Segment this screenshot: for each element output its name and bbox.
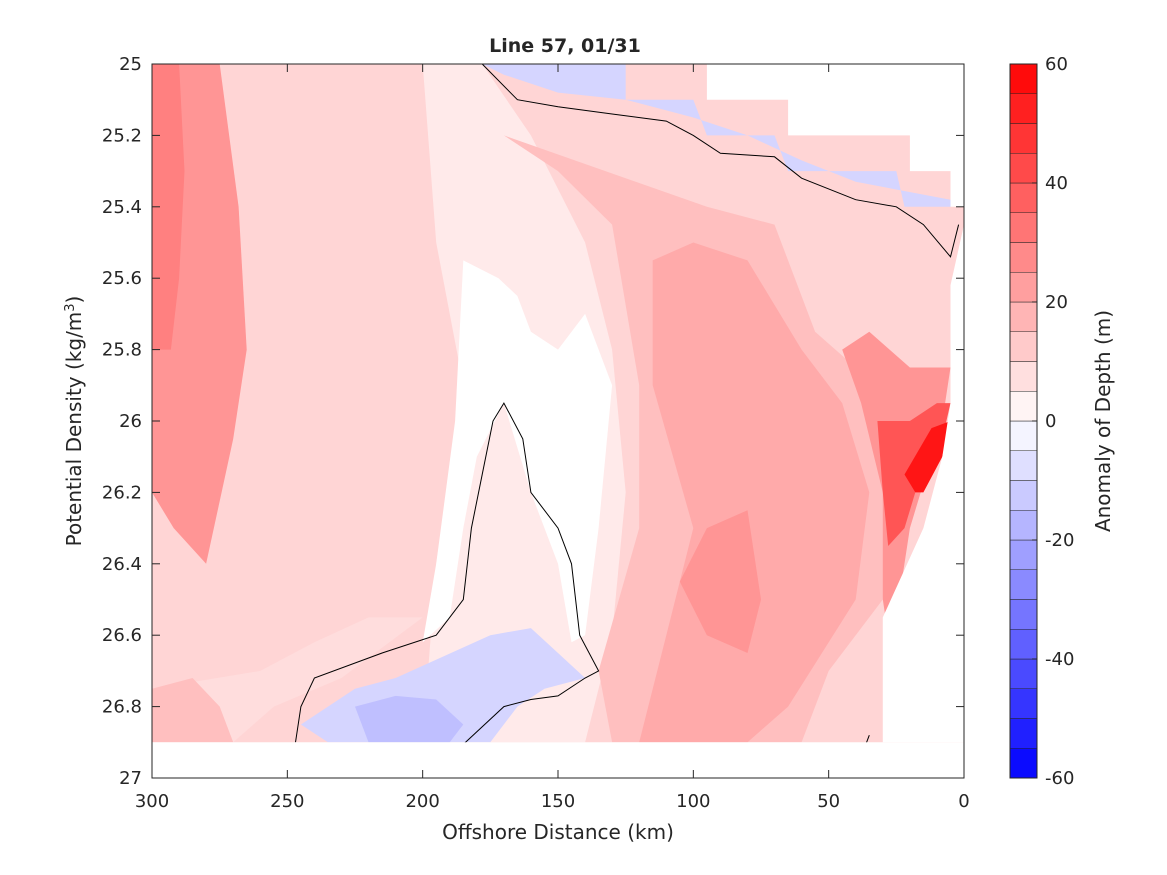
y-tick-label: 27 <box>119 768 142 789</box>
colorbar-bin <box>1009 599 1038 630</box>
nodata-right-edge-gap <box>882 224 964 743</box>
y-tick-label: 25.6 <box>102 268 142 289</box>
colorbar: 60 40 20 0 -20 -40 -60 Anomaly of Depth (m) <box>1009 54 1115 789</box>
y-tick-label: 25.8 <box>102 340 142 361</box>
x-tick-label: 100 <box>676 791 710 812</box>
colorbar-bin <box>1009 629 1038 660</box>
colorbar-bin <box>1009 123 1038 154</box>
colorbar-bin <box>1009 301 1038 332</box>
y-axis-ticks: 25 25.2 25.4 25.6 25.8 26 26.2 26.4 26.6 26.8 27 <box>102 54 964 789</box>
contour-region-neg-deep-core <box>355 695 464 743</box>
contour-region-west-deep-patch <box>152 678 234 743</box>
contour-region-neg-top-left <box>482 64 951 207</box>
y-axis-label: Potential Density (kg/m3) <box>62 296 86 547</box>
x-axis-ticks: 300 250 200 150 100 50 0 <box>135 64 970 812</box>
colorbar-bin <box>1009 391 1038 422</box>
x-tick-label: 50 <box>817 791 840 812</box>
colorbar-bin <box>1009 331 1038 362</box>
colorbar-ticks: 60 40 20 0 -20 -40 -60 <box>1032 54 1074 789</box>
colorbar-bin <box>1009 212 1038 243</box>
colorbar-bin <box>1009 748 1038 779</box>
chart-title: Line 57, 01/31 <box>489 35 641 57</box>
colorbar-tick-label: 60 <box>1045 54 1068 75</box>
zero-contour-upper-zero-line <box>481 64 960 258</box>
colorbar-tick-label: 20 <box>1045 292 1068 313</box>
colorbar-bin <box>1009 569 1038 600</box>
colorbar-bins <box>1009 63 1038 779</box>
y-axis-label-superscript: 3 <box>63 303 78 311</box>
contour-region-deep-nearshore-core <box>679 510 761 653</box>
colorbar-bin <box>1009 688 1038 719</box>
colorbar-tick-label: -20 <box>1045 530 1074 551</box>
colorbar-bin <box>1009 510 1038 541</box>
contour-regions <box>152 64 964 778</box>
colorbar-bin <box>1009 658 1038 689</box>
colorbar-bin <box>1009 153 1038 184</box>
colorbar-bin <box>1009 420 1038 451</box>
y-axis-label-close: ) <box>62 296 86 304</box>
nodata-bottom-gap <box>152 742 964 778</box>
colorbar-tick-label: 40 <box>1045 173 1068 194</box>
y-tick-label: 26 <box>119 411 142 432</box>
colorbar-tick-label: 0 <box>1045 411 1056 432</box>
y-axis-label-main: Potential Density (kg/m <box>62 312 86 547</box>
colorbar-bin <box>1009 63 1038 94</box>
colorbar-tick-label: -40 <box>1045 649 1074 670</box>
y-tick-label: 26.6 <box>102 625 142 646</box>
plot-area: 300 250 200 150 100 50 0 2525.225.425.625.8262… <box>102 54 970 812</box>
nodata-regions <box>152 64 964 778</box>
colorbar-bin <box>1009 272 1038 303</box>
colorbar-bin <box>1009 480 1038 511</box>
colorbar-bin <box>1009 450 1038 481</box>
y-tick-label: 25.4 <box>102 197 142 218</box>
y-tick-label: 26.2 <box>102 482 142 503</box>
x-axis-label: Offshore Distance (km) <box>442 820 674 844</box>
contour-region-near-shore-mid <box>639 242 870 743</box>
nodata-top-right-gap <box>625 64 964 207</box>
x-tick-label: 200 <box>405 791 439 812</box>
colorbar-bin <box>1009 182 1038 213</box>
y-tick-label: 25 <box>119 54 142 75</box>
colorbar-tick-label: -60 <box>1045 768 1074 789</box>
colorbar-bin <box>1009 242 1038 273</box>
y-tick-label: 25.2 <box>102 125 142 146</box>
colorbar-bin <box>1009 718 1038 749</box>
x-tick-label: 0 <box>958 791 969 812</box>
contour-region-coastal-peak <box>904 421 951 493</box>
colorbar-bin <box>1009 93 1038 124</box>
x-tick-label: 150 <box>541 791 575 812</box>
colorbar-bin <box>1009 539 1038 570</box>
contour-region-offshore-max <box>152 64 185 350</box>
zero-contour-mid-zero-line <box>295 402 600 750</box>
colorbar-label: Anomaly of Depth (m) <box>1091 310 1115 532</box>
colorbar-bin <box>1009 361 1038 392</box>
y-tick-label: 26.8 <box>102 697 142 718</box>
y-tick-label: 26.4 <box>102 554 142 575</box>
x-tick-label: 250 <box>270 791 304 812</box>
x-tick-label: 300 <box>135 791 169 812</box>
